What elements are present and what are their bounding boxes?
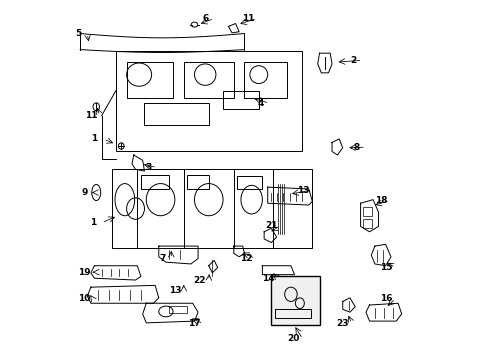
Ellipse shape — [92, 184, 101, 201]
Text: 21: 21 — [264, 221, 277, 230]
Bar — [126, 62, 173, 98]
Text: 6: 6 — [202, 14, 208, 23]
Bar — [144, 103, 208, 125]
Text: 13: 13 — [168, 285, 181, 294]
Text: 13: 13 — [297, 185, 309, 194]
Bar — [244, 62, 287, 98]
Bar — [112, 169, 312, 248]
Text: 20: 20 — [287, 334, 299, 343]
Bar — [141, 175, 169, 189]
Text: 14: 14 — [262, 274, 275, 283]
Text: 8: 8 — [353, 143, 360, 152]
Text: 11: 11 — [242, 14, 254, 23]
Text: 22: 22 — [193, 276, 205, 285]
Bar — [237, 176, 262, 189]
Bar — [274, 309, 310, 318]
Bar — [187, 175, 208, 189]
Bar — [363, 207, 372, 216]
Text: 15: 15 — [380, 263, 392, 272]
Text: 16: 16 — [380, 294, 392, 303]
Text: 5: 5 — [75, 29, 81, 38]
Bar — [363, 219, 372, 228]
Bar — [223, 91, 258, 109]
Text: 18: 18 — [374, 196, 386, 205]
Text: 23: 23 — [336, 319, 348, 328]
Text: 1: 1 — [89, 219, 96, 228]
Bar — [271, 276, 319, 325]
Text: 3: 3 — [144, 163, 151, 172]
Bar — [116, 51, 301, 152]
Text: 1: 1 — [91, 134, 98, 143]
Text: 11: 11 — [84, 111, 97, 120]
Bar — [169, 306, 187, 313]
Text: 9: 9 — [81, 188, 87, 197]
Text: 7: 7 — [159, 254, 165, 263]
Text: 2: 2 — [349, 56, 356, 65]
Text: 19: 19 — [78, 268, 91, 277]
Text: 10: 10 — [78, 294, 90, 303]
Text: 12: 12 — [240, 254, 252, 263]
Text: 17: 17 — [188, 319, 201, 328]
Bar — [183, 62, 233, 98]
Text: 4: 4 — [257, 99, 263, 108]
